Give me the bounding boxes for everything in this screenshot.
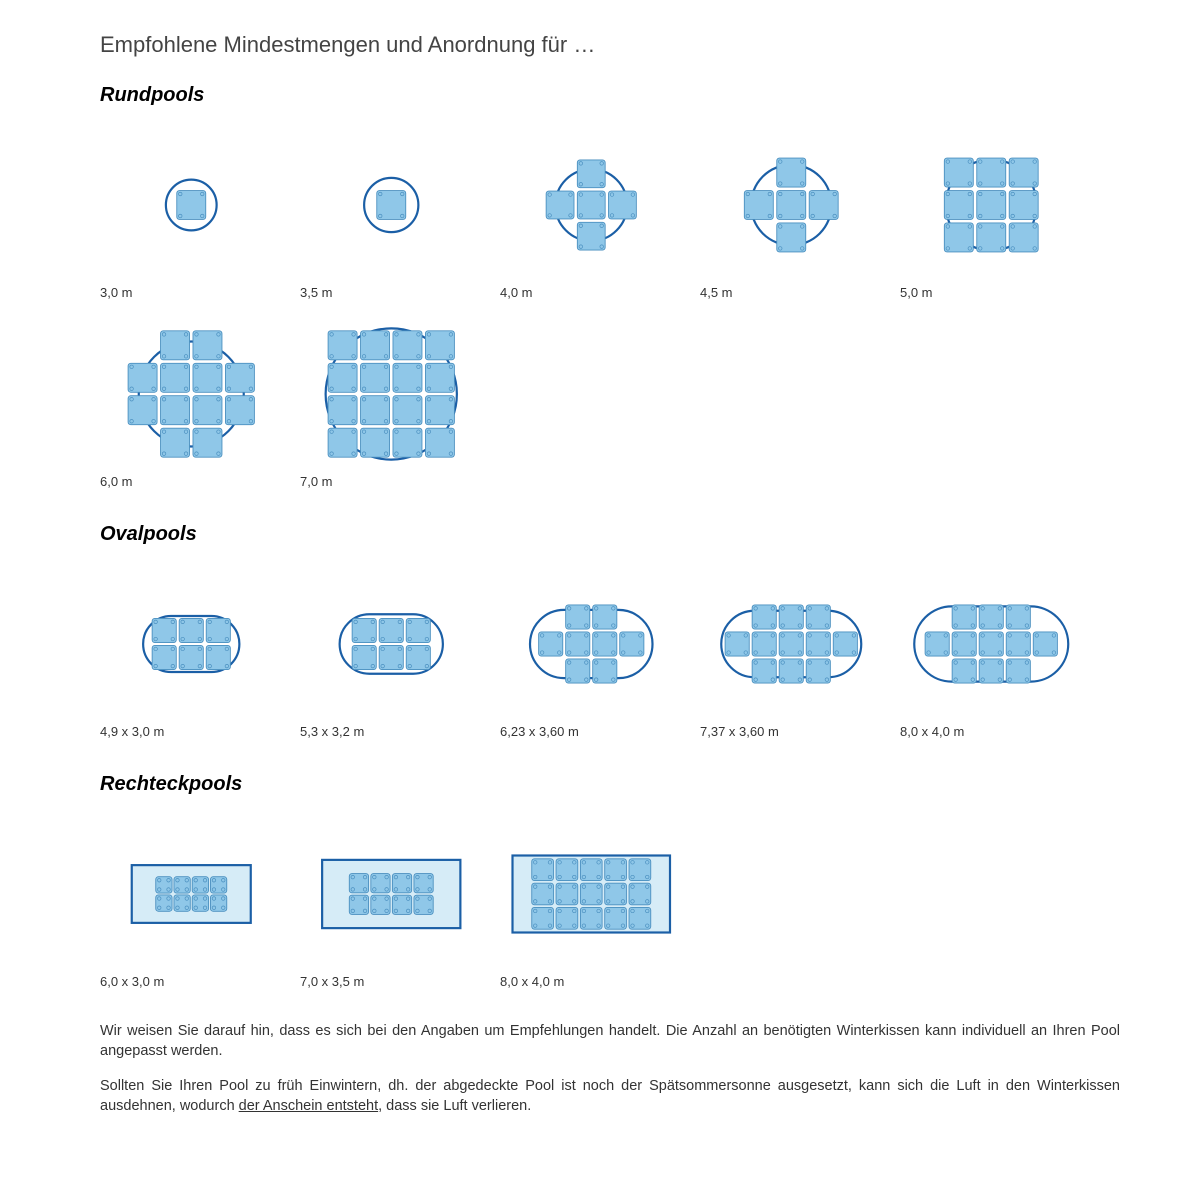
pool-diagram <box>100 574 300 714</box>
pool-diagram <box>900 135 1100 275</box>
diagram-cell: 7,0 x 3,5 m <box>300 824 500 989</box>
diagram-cell: 5,0 m <box>900 135 1100 300</box>
diagram-cell: 8,0 x 4,0 m <box>500 824 700 989</box>
section-heading: Rundpools <box>100 84 1120 107</box>
diagram-cell: 6,23 x 3,60 m <box>500 574 700 739</box>
diagram-caption: 6,0 x 3,0 m <box>100 974 164 989</box>
diagram-cell: 6,0 m <box>100 324 300 489</box>
diagram-cell: 4,5 m <box>700 135 900 300</box>
pool-diagram <box>300 324 500 464</box>
pool-diagram <box>300 135 500 275</box>
diagram-cell: 3,5 m <box>300 135 500 300</box>
diagram-cell: 7,0 m <box>300 324 500 489</box>
page-title: Empfohlene Mindestmengen und Anordnung f… <box>100 32 1120 58</box>
diagram-cell: 6,0 x 3,0 m <box>100 824 300 989</box>
pool-diagram <box>300 574 500 714</box>
diagram-caption: 7,0 x 3,5 m <box>300 974 364 989</box>
diagram-caption: 5,0 m <box>900 285 933 300</box>
diagram-caption: 4,0 m <box>500 285 533 300</box>
pool-diagram <box>100 135 300 275</box>
pool-diagram <box>500 824 700 964</box>
diagram-caption: 3,5 m <box>300 285 333 300</box>
diagram-caption: 7,0 m <box>300 474 333 489</box>
diagram-caption: 5,3 x 3,2 m <box>300 724 364 739</box>
diagram-caption: 8,0 x 4,0 m <box>900 724 964 739</box>
section-heading: Rechteckpools <box>100 773 1120 796</box>
diagram-caption: 8,0 x 4,0 m <box>500 974 564 989</box>
sections-container: Rundpools 3,0 m 3,5 m <box>100 84 1120 1013</box>
pool-diagram <box>700 135 900 275</box>
pool-diagram <box>100 824 300 964</box>
diagram-row: 6,0 x 3,0 m <box>100 824 1120 1013</box>
pool-diagram <box>500 574 700 714</box>
diagram-caption: 4,5 m <box>700 285 733 300</box>
body-paragraph: Sollten Sie Ihren Pool zu früh Einwinter… <box>100 1076 1120 1117</box>
diagram-row: 4,9 x 3,0 m <box>100 574 1120 763</box>
diagram-caption: 4,9 x 3,0 m <box>100 724 164 739</box>
pool-diagram <box>700 574 900 714</box>
diagram-cell: 4,9 x 3,0 m <box>100 574 300 739</box>
pool-diagram <box>300 824 500 964</box>
diagram-caption: 6,0 m <box>100 474 133 489</box>
diagram-cell: 8,0 x 4,0 m <box>900 574 1100 739</box>
diagram-caption: 6,23 x 3,60 m <box>500 724 579 739</box>
paragraphs: Wir weisen Sie darauf hin, dass es sich … <box>100 1021 1120 1116</box>
diagram-cell: 4,0 m <box>500 135 700 300</box>
pool-diagram <box>500 135 700 275</box>
diagram-cell: 7,37 x 3,60 m <box>700 574 900 739</box>
diagram-cell: 3,0 m <box>100 135 300 300</box>
diagram-caption: 7,37 x 3,60 m <box>700 724 779 739</box>
section-heading: Ovalpools <box>100 523 1120 546</box>
pool-diagram <box>100 324 300 464</box>
diagram-cell: 5,3 x 3,2 m <box>300 574 500 739</box>
diagram-row: 3,0 m 3,5 m <box>100 135 1120 513</box>
body-paragraph: Wir weisen Sie darauf hin, dass es sich … <box>100 1021 1120 1062</box>
diagram-caption: 3,0 m <box>100 285 133 300</box>
pool-diagram <box>900 574 1100 714</box>
